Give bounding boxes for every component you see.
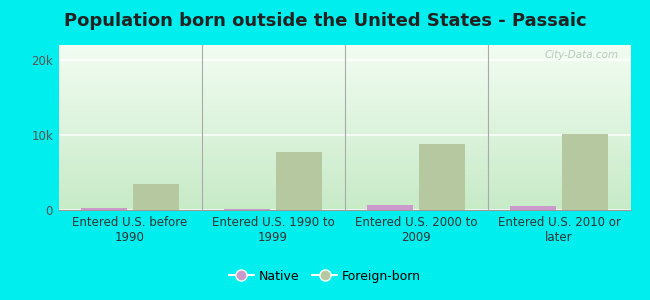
Bar — [81, 208, 127, 210]
Bar — [133, 184, 179, 210]
Bar — [510, 206, 556, 210]
Legend: Native, Foreign-born: Native, Foreign-born — [224, 265, 426, 288]
Bar — [276, 152, 322, 210]
Bar — [224, 209, 270, 210]
Bar — [419, 144, 465, 210]
Bar — [367, 205, 413, 210]
Text: City-Data.com: City-Data.com — [545, 50, 619, 60]
Text: Population born outside the United States - Passaic: Population born outside the United State… — [64, 12, 586, 30]
Bar — [562, 134, 608, 210]
